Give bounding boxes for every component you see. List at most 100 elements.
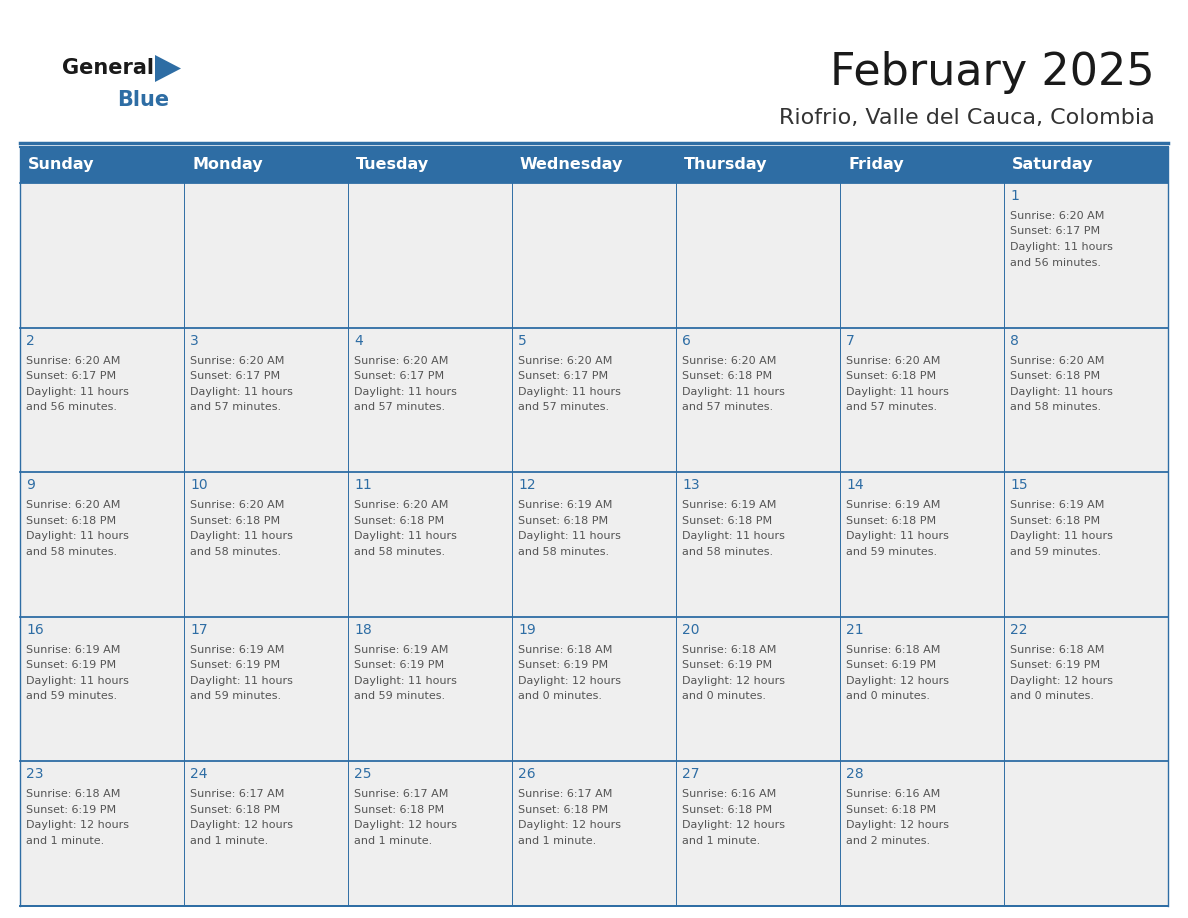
Bar	[676, 761, 840, 906]
Text: Daylight: 12 hours: Daylight: 12 hours	[846, 676, 949, 686]
Text: and 1 minute.: and 1 minute.	[518, 836, 596, 845]
Text: Sunset: 6:18 PM: Sunset: 6:18 PM	[846, 805, 936, 815]
Text: 22: 22	[1010, 622, 1028, 637]
Text: Sunset: 6:18 PM: Sunset: 6:18 PM	[26, 516, 116, 526]
Text: and 57 minutes.: and 57 minutes.	[846, 402, 937, 412]
Text: 26: 26	[518, 767, 536, 781]
Text: and 56 minutes.: and 56 minutes.	[26, 402, 116, 412]
Text: Sunset: 6:17 PM: Sunset: 6:17 PM	[190, 371, 280, 381]
Text: Sunrise: 6:20 AM: Sunrise: 6:20 AM	[518, 355, 612, 365]
Text: Daylight: 12 hours: Daylight: 12 hours	[1010, 676, 1113, 686]
Text: Sunday: Sunday	[29, 158, 95, 173]
Text: 24: 24	[190, 767, 208, 781]
Text: Blue: Blue	[116, 90, 169, 110]
Bar	[840, 617, 1004, 761]
Text: 5: 5	[518, 333, 526, 348]
Bar	[840, 472, 1004, 617]
Bar	[1004, 328, 1168, 472]
Bar	[348, 761, 512, 906]
Bar	[184, 328, 348, 472]
Text: and 58 minutes.: and 58 minutes.	[682, 547, 773, 556]
Text: February 2025: February 2025	[830, 50, 1155, 94]
Text: 23: 23	[26, 767, 44, 781]
Text: Sunset: 6:18 PM: Sunset: 6:18 PM	[190, 516, 280, 526]
Text: 10: 10	[190, 478, 208, 492]
Text: Thursday: Thursday	[684, 158, 767, 173]
Bar	[184, 761, 348, 906]
Text: Sunrise: 6:17 AM: Sunrise: 6:17 AM	[190, 789, 284, 800]
Bar	[512, 328, 676, 472]
Bar	[512, 472, 676, 617]
Text: Daylight: 11 hours: Daylight: 11 hours	[354, 676, 457, 686]
Text: Sunrise: 6:18 AM: Sunrise: 6:18 AM	[26, 789, 120, 800]
Text: Sunrise: 6:18 AM: Sunrise: 6:18 AM	[1010, 644, 1105, 655]
Text: Daylight: 11 hours: Daylight: 11 hours	[190, 386, 293, 397]
Text: Sunset: 6:18 PM: Sunset: 6:18 PM	[682, 516, 772, 526]
Text: Sunset: 6:19 PM: Sunset: 6:19 PM	[26, 660, 116, 670]
Text: and 59 minutes.: and 59 minutes.	[1010, 547, 1101, 556]
Text: Sunrise: 6:19 AM: Sunrise: 6:19 AM	[190, 644, 284, 655]
Text: Wednesday: Wednesday	[520, 158, 624, 173]
Text: and 59 minutes.: and 59 minutes.	[846, 547, 937, 556]
Text: 6: 6	[682, 333, 691, 348]
Bar	[348, 617, 512, 761]
Bar	[20, 183, 184, 328]
Text: Daylight: 11 hours: Daylight: 11 hours	[518, 532, 621, 542]
Text: and 0 minutes.: and 0 minutes.	[1010, 691, 1094, 701]
Bar	[20, 328, 184, 472]
Text: and 59 minutes.: and 59 minutes.	[354, 691, 446, 701]
Text: Sunset: 6:19 PM: Sunset: 6:19 PM	[1010, 660, 1100, 670]
Text: Sunrise: 6:20 AM: Sunrise: 6:20 AM	[190, 500, 284, 510]
Text: Sunset: 6:19 PM: Sunset: 6:19 PM	[190, 660, 280, 670]
Text: General: General	[62, 58, 154, 78]
Text: Sunset: 6:17 PM: Sunset: 6:17 PM	[26, 371, 116, 381]
Text: and 57 minutes.: and 57 minutes.	[190, 402, 282, 412]
Text: Sunrise: 6:20 AM: Sunrise: 6:20 AM	[1010, 211, 1105, 221]
Text: Sunset: 6:18 PM: Sunset: 6:18 PM	[682, 805, 772, 815]
Text: Daylight: 11 hours: Daylight: 11 hours	[26, 532, 128, 542]
Bar	[676, 472, 840, 617]
Text: and 58 minutes.: and 58 minutes.	[190, 547, 282, 556]
Text: Sunrise: 6:17 AM: Sunrise: 6:17 AM	[518, 789, 612, 800]
Text: and 57 minutes.: and 57 minutes.	[354, 402, 446, 412]
Text: Sunset: 6:19 PM: Sunset: 6:19 PM	[26, 805, 116, 815]
Text: Daylight: 12 hours: Daylight: 12 hours	[518, 821, 621, 831]
Text: 8: 8	[1010, 333, 1019, 348]
Text: Sunrise: 6:19 AM: Sunrise: 6:19 AM	[1010, 500, 1105, 510]
Text: Sunset: 6:17 PM: Sunset: 6:17 PM	[518, 371, 608, 381]
Bar	[512, 761, 676, 906]
Text: 1: 1	[1010, 189, 1019, 203]
Bar	[512, 183, 676, 328]
Bar	[184, 472, 348, 617]
Text: Daylight: 12 hours: Daylight: 12 hours	[682, 821, 785, 831]
Text: 20: 20	[682, 622, 700, 637]
Bar	[348, 472, 512, 617]
Text: Tuesday: Tuesday	[356, 158, 429, 173]
Text: Daylight: 11 hours: Daylight: 11 hours	[518, 386, 621, 397]
Bar	[676, 183, 840, 328]
Text: Daylight: 11 hours: Daylight: 11 hours	[190, 676, 293, 686]
Text: Daylight: 11 hours: Daylight: 11 hours	[26, 676, 128, 686]
Text: and 58 minutes.: and 58 minutes.	[26, 547, 118, 556]
Bar	[840, 183, 1004, 328]
Text: Riofrio, Valle del Cauca, Colombia: Riofrio, Valle del Cauca, Colombia	[779, 108, 1155, 128]
Text: Sunrise: 6:19 AM: Sunrise: 6:19 AM	[518, 500, 612, 510]
Text: 11: 11	[354, 478, 372, 492]
Text: Sunrise: 6:19 AM: Sunrise: 6:19 AM	[26, 644, 120, 655]
Text: Sunrise: 6:17 AM: Sunrise: 6:17 AM	[354, 789, 448, 800]
Bar	[1004, 183, 1168, 328]
Text: 12: 12	[518, 478, 536, 492]
Text: Sunrise: 6:18 AM: Sunrise: 6:18 AM	[682, 644, 777, 655]
Text: Monday: Monday	[192, 158, 263, 173]
Text: and 0 minutes.: and 0 minutes.	[518, 691, 602, 701]
Bar	[676, 328, 840, 472]
Text: Daylight: 12 hours: Daylight: 12 hours	[682, 676, 785, 686]
Text: 27: 27	[682, 767, 700, 781]
Text: 21: 21	[846, 622, 864, 637]
Text: Sunrise: 6:20 AM: Sunrise: 6:20 AM	[354, 500, 448, 510]
Text: and 1 minute.: and 1 minute.	[26, 836, 105, 845]
Text: Sunrise: 6:20 AM: Sunrise: 6:20 AM	[190, 355, 284, 365]
Text: Daylight: 11 hours: Daylight: 11 hours	[1010, 386, 1113, 397]
Text: Sunset: 6:18 PM: Sunset: 6:18 PM	[354, 805, 444, 815]
Text: Sunrise: 6:19 AM: Sunrise: 6:19 AM	[682, 500, 777, 510]
